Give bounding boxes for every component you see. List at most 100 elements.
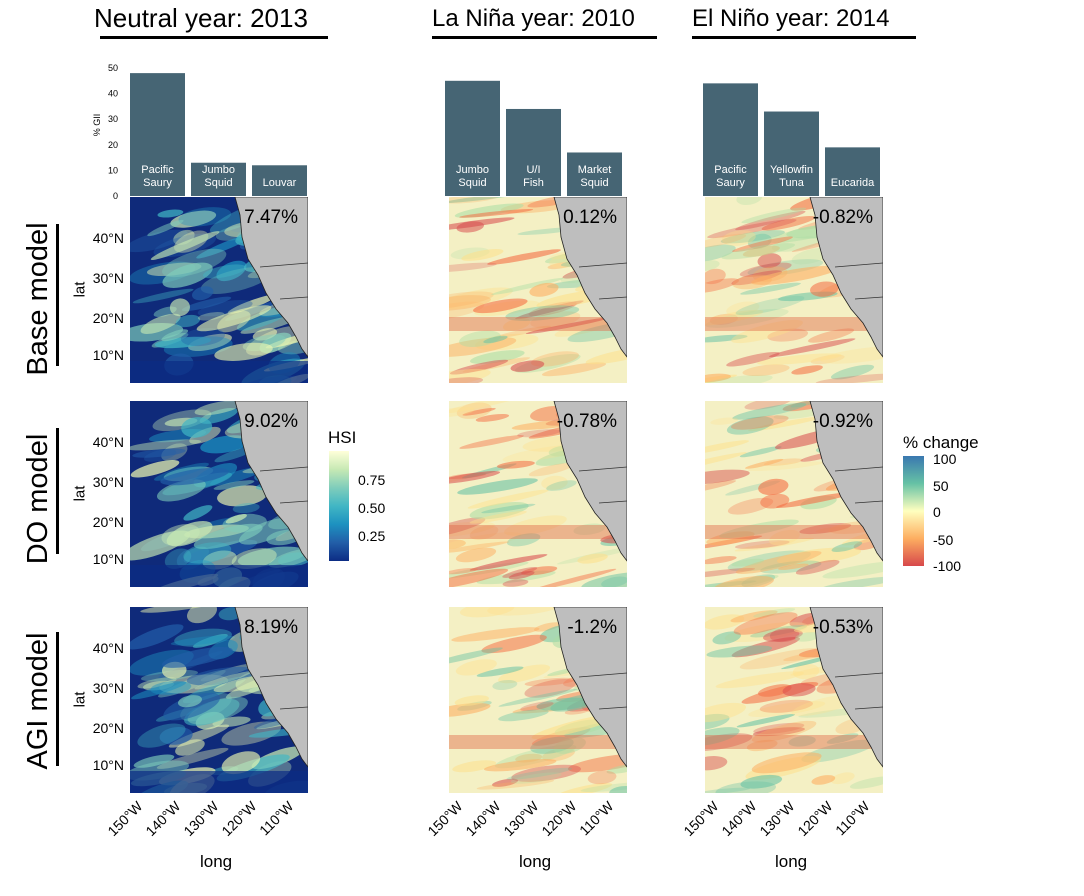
change-patch	[504, 515, 567, 536]
change-patch	[705, 756, 728, 771]
change-patch	[705, 373, 731, 383]
change-patch	[724, 622, 808, 643]
change-patch	[747, 461, 824, 472]
change-patch	[609, 786, 627, 793]
change-patch	[449, 368, 491, 383]
column-title-lanina: La Niña year: 2010	[432, 5, 635, 32]
habitat-patch	[213, 480, 255, 490]
habitat-patch	[174, 628, 232, 647]
change-patch	[449, 287, 513, 310]
habitat-patch	[236, 306, 292, 331]
change-patch	[498, 688, 578, 707]
change-patch	[469, 501, 529, 520]
change-patch	[483, 335, 508, 344]
change-patch	[759, 699, 813, 713]
change-patch	[462, 357, 531, 373]
bar-category-label: Tuna	[779, 177, 805, 189]
change-patch	[820, 576, 883, 587]
habitat-patch	[130, 530, 191, 561]
change-patch	[705, 480, 737, 495]
lon-tick-label: 110°W	[832, 798, 873, 839]
change-patch	[726, 351, 780, 367]
change-patch	[747, 233, 772, 249]
change-patch	[712, 576, 774, 587]
habitat-patch	[178, 207, 232, 227]
change-legend-tick: -100	[933, 558, 962, 574]
change-patch	[767, 328, 809, 342]
long-axis-title: long	[519, 852, 552, 871]
change-band	[449, 317, 627, 331]
change-patch	[705, 787, 750, 793]
change-patch	[469, 510, 527, 524]
habitat-patch	[156, 747, 229, 769]
map-panel: 7.47%	[130, 197, 308, 383]
change-patch	[505, 305, 580, 321]
map-panel: -0.53%	[705, 607, 883, 793]
lat-tick-label: 40°N	[92, 230, 124, 246]
change-patch	[528, 463, 574, 477]
bar-category-label: Yellowfin	[770, 164, 813, 176]
change-patch	[710, 417, 739, 425]
bar-y-tick: 0	[113, 191, 118, 200]
change-patch	[705, 556, 737, 565]
change-patch	[546, 480, 577, 491]
change-patch	[739, 648, 823, 670]
lon-tick-label: 140°W	[142, 798, 184, 840]
column-title-underline	[432, 36, 657, 39]
bar-category-label: Jumbo	[456, 164, 489, 176]
change-patch	[731, 637, 800, 658]
change-patch	[735, 551, 822, 574]
change-patch	[747, 259, 824, 277]
model-change-label: -1.2%	[567, 617, 617, 638]
change-patch	[449, 359, 509, 375]
change-patch	[449, 291, 494, 310]
column-title-neutral: Neutral year: 2013	[94, 3, 308, 33]
lon-tick-label: 120°W	[538, 798, 580, 840]
change-patch	[449, 561, 529, 579]
change-legend-tick: 0	[933, 504, 941, 520]
change-patch	[771, 236, 821, 252]
model-change-label: -0.82%	[812, 207, 873, 228]
change-patch	[493, 325, 552, 339]
change-patch	[730, 610, 778, 623]
habitat-patch	[188, 333, 232, 352]
bar	[130, 73, 185, 196]
change-patch	[498, 664, 551, 684]
change-patch	[449, 401, 534, 414]
change-patch	[757, 253, 782, 269]
habitat-patch	[186, 666, 258, 686]
lon-tick-label: 150°W	[424, 798, 466, 840]
change-patch	[449, 532, 522, 553]
habitat-patch	[238, 517, 296, 545]
change-patch	[706, 645, 773, 658]
habitat-patch	[140, 313, 181, 334]
change-patch	[510, 772, 562, 784]
change-patch	[508, 570, 535, 580]
lat-tick-label: 10°N	[92, 551, 124, 567]
change-patch	[815, 373, 883, 383]
change-patch	[459, 607, 515, 618]
lon-tick-label: 120°W	[218, 798, 260, 840]
change-patch	[449, 703, 491, 718]
habitat-patch	[187, 696, 248, 725]
land-mass	[234, 401, 308, 562]
change-patch	[705, 440, 750, 455]
change-patch	[459, 209, 534, 218]
model-change-label: -0.78%	[556, 411, 617, 432]
change-patch	[733, 612, 798, 635]
change-patch	[502, 318, 531, 331]
change-legend-title: % change	[903, 433, 979, 452]
change-patch	[778, 563, 809, 570]
land-mass	[809, 401, 883, 562]
change-patch	[811, 775, 836, 785]
change-patch	[459, 435, 524, 449]
land-mass	[553, 607, 627, 768]
change-patch	[744, 458, 784, 469]
change-patch	[487, 607, 564, 616]
bar-category-label: Squid	[458, 177, 486, 189]
change-patch	[529, 282, 559, 297]
change-patch	[705, 244, 736, 262]
lat-tick-label: 20°N	[92, 310, 124, 326]
change-patch	[454, 203, 524, 218]
change-legend-tick: -50	[933, 532, 954, 548]
